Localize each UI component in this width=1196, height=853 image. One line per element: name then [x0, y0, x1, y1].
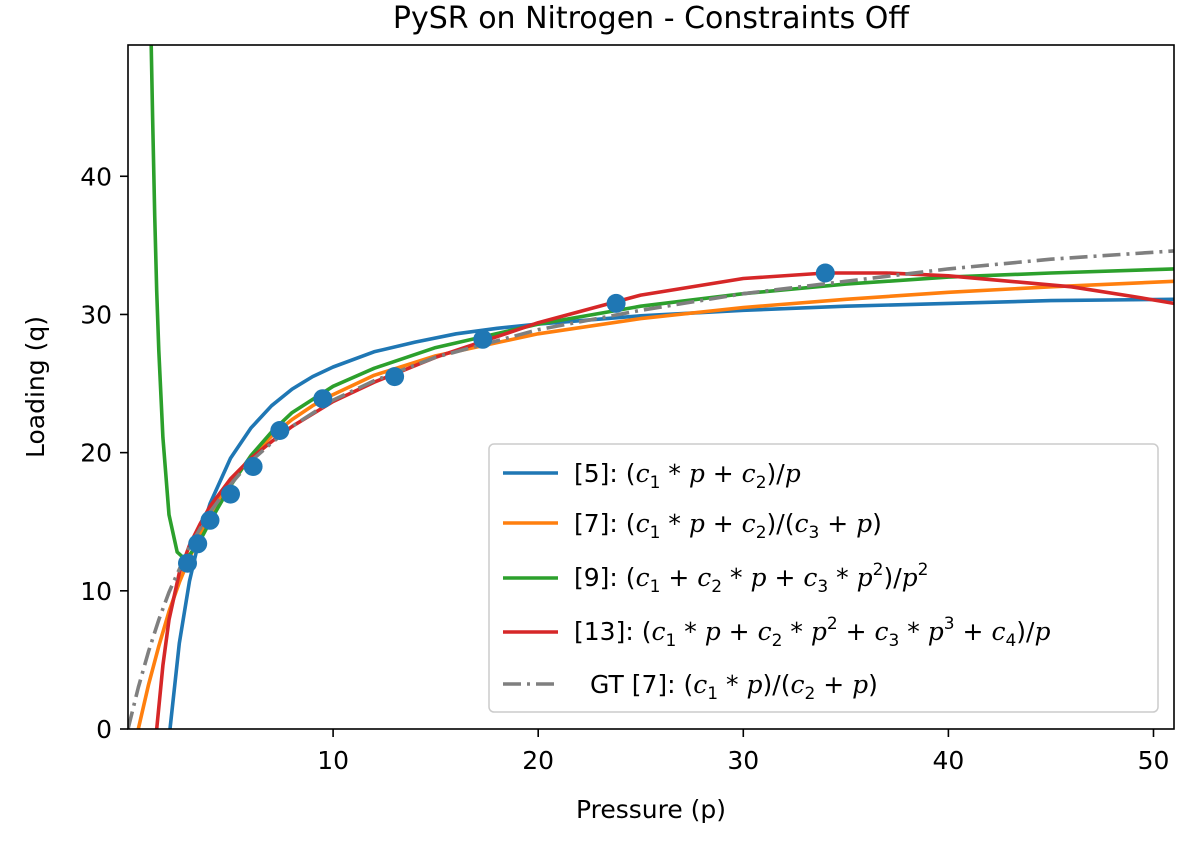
data-point: [178, 553, 197, 573]
data-point: [200, 510, 220, 530]
data-point: [221, 484, 240, 504]
plot-points: [178, 263, 835, 573]
y-tick-label: 0: [96, 715, 112, 744]
data-point: [473, 329, 493, 349]
y-axis-ticks: 0 10 20 30 40: [80, 162, 128, 744]
legend-box: [488, 443, 1159, 713]
legend-label-gt-7: GT [7]: (c1 * p)/(c2 + p): [590, 670, 878, 704]
x-tick-label: 40: [932, 746, 964, 775]
data-point: [188, 534, 208, 554]
legend: [5]: (c1 * p + c2)/p [7]: (c1 * p + c2)/…: [488, 443, 1159, 713]
y-tick-label: 30: [80, 300, 112, 329]
data-point: [815, 263, 835, 283]
x-tick-label: 20: [522, 746, 554, 775]
y-tick-label: 40: [80, 162, 112, 191]
x-tick-label: 30: [727, 746, 759, 775]
data-point: [385, 367, 405, 387]
legend-label-series-13: [13]: (c1 * p + c2 * p2 + c3 * p3 + c4)/…: [574, 614, 1051, 651]
y-tick-label: 20: [80, 439, 112, 468]
series-line-4: [128, 249, 1174, 729]
data-point: [606, 293, 626, 313]
y-tick-label: 10: [80, 577, 112, 606]
x-tick-label: 50: [1138, 746, 1170, 775]
x-axis-ticks: 10 20 30 40 50: [317, 729, 1169, 775]
plot-frame: [127, 44, 1175, 730]
legend-label-series-7: [7]: (c1 * p + c2)/(c3 + p): [574, 509, 882, 543]
data-point: [243, 457, 263, 476]
x-tick-label: 10: [317, 746, 349, 775]
chart-title: PySR on Nitrogen - Constraints Off: [393, 1, 910, 36]
legend-label-series-9: [9]: (c1 + c2 * p + c3 * p2)/p2: [574, 560, 928, 597]
y-axis-label: Loading (q): [21, 316, 50, 458]
data-point: [313, 389, 333, 409]
data-point: [270, 421, 290, 440]
legend-label-series-5: [5]: (c1 * p + c2)/p: [574, 459, 801, 493]
x-axis-label: Pressure (p): [576, 795, 726, 824]
